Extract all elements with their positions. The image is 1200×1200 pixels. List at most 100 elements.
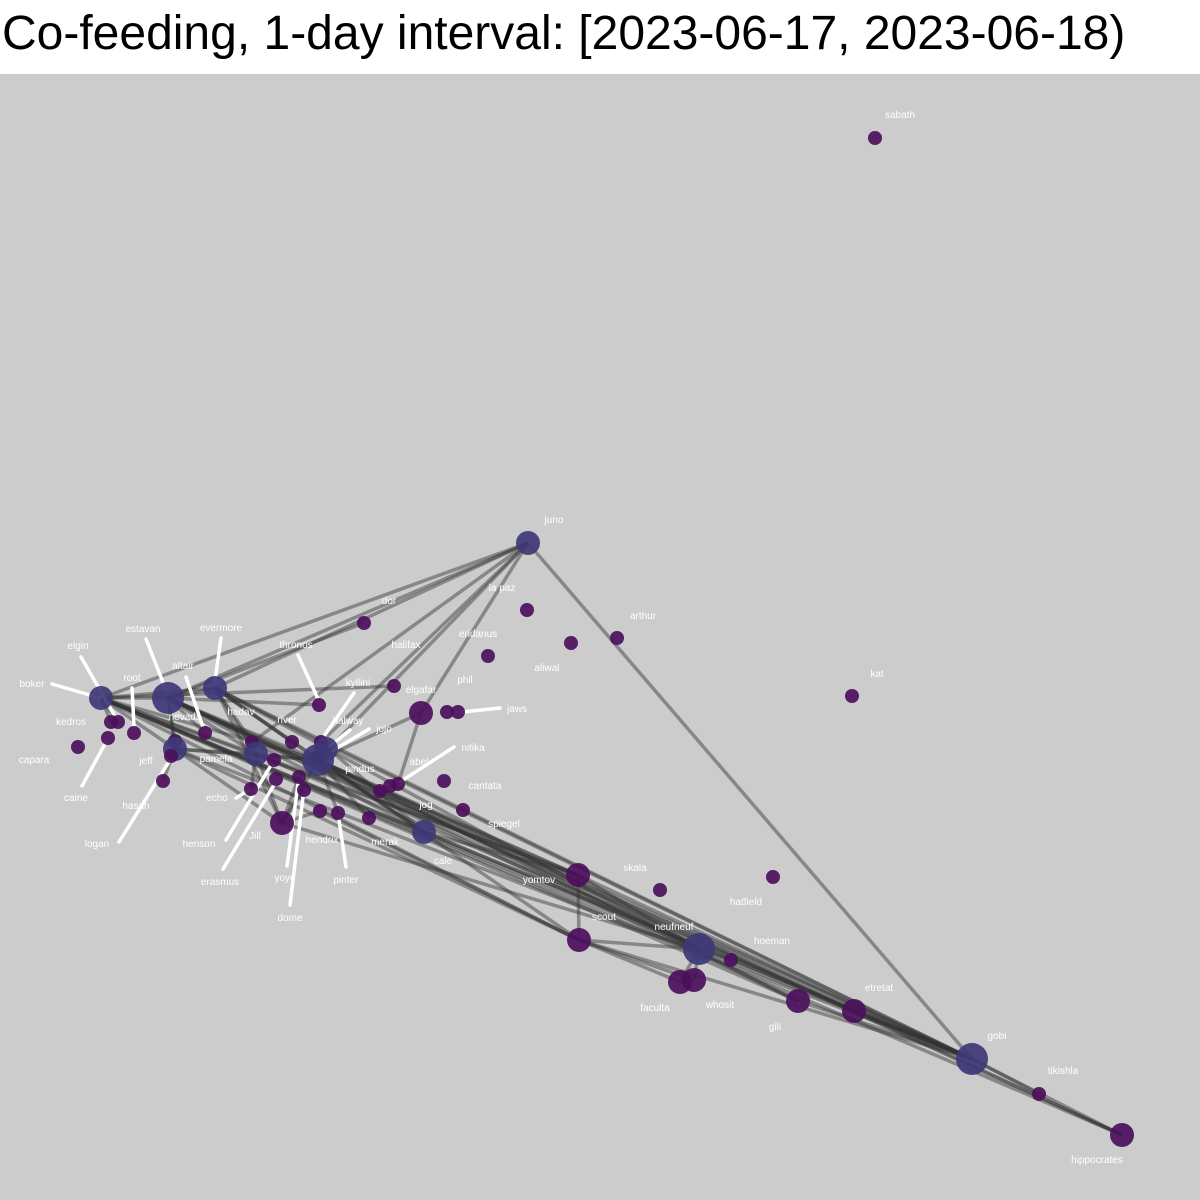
node-label-capara: capara xyxy=(19,755,50,766)
leader-line-evermore xyxy=(213,636,223,683)
edge-yomtov-pamela xyxy=(255,752,579,877)
node-scout xyxy=(567,928,591,952)
node-elgafar xyxy=(409,701,433,725)
edge-elgafar-abel xyxy=(396,712,423,785)
node-label-arthur: arthur xyxy=(630,611,657,622)
node-label-river: river xyxy=(277,715,297,726)
node-sabath xyxy=(868,131,882,145)
node-jog xyxy=(373,784,387,798)
node-skala xyxy=(653,883,667,897)
node-label-hippocrates: hippocrates xyxy=(1071,1155,1123,1166)
node-estavan xyxy=(152,682,184,714)
node-label-hoeman: hoeman xyxy=(754,936,790,947)
node-label-phil: phil xyxy=(457,675,473,686)
edge-gili-pindus xyxy=(317,758,799,1003)
edge-dor-estavan xyxy=(167,621,365,700)
node-label-kyllini: kyllini xyxy=(346,678,370,689)
node-etretat xyxy=(842,999,866,1023)
node-tikishla xyxy=(1032,1087,1046,1101)
node-label-neufneuf: neufneuf xyxy=(655,922,694,933)
edge-juno-boker xyxy=(100,541,529,700)
edge-cale-boker xyxy=(100,696,425,834)
node-label-erasmus: erasmus xyxy=(201,877,239,888)
node-aliwal xyxy=(564,636,578,650)
node-label-pindus: pindus xyxy=(345,764,374,775)
node-kedros xyxy=(104,715,118,729)
edge-neufneuf-evermore xyxy=(214,686,700,951)
leader-line-pinter xyxy=(337,818,348,869)
node-pinter xyxy=(331,806,345,820)
leader-line-dome xyxy=(288,795,305,907)
edge-gobi-jeff xyxy=(174,747,973,1061)
node-kat xyxy=(845,689,859,703)
node-hendrix xyxy=(313,804,327,818)
node-echo xyxy=(244,782,258,796)
edge-juno-pindus xyxy=(316,541,530,762)
edge-gobi-hippocrates xyxy=(971,1057,1123,1137)
leader-line-logan xyxy=(117,758,172,844)
edge-juno-estavan xyxy=(167,541,529,700)
node-dome xyxy=(297,783,311,797)
network-graph: sabath juno la paz arthur dor halifax eridanus… xyxy=(19,110,1134,1166)
node-altair xyxy=(198,726,212,740)
edge-yomtov-estavan xyxy=(167,696,579,877)
edge-neufneuf-yomtov xyxy=(577,873,700,951)
leader-line-erasmus xyxy=(221,783,276,871)
edge-juno-kyllini xyxy=(319,541,530,744)
edge-cale-pindus xyxy=(317,758,425,834)
network-plot-area: sabath juno la paz arthur dor halifax eridanus… xyxy=(0,74,1200,1200)
node-la-paz xyxy=(520,603,534,617)
edge-evermore-river xyxy=(213,686,294,744)
node-hatfield xyxy=(766,870,780,884)
node-thronos xyxy=(312,698,326,712)
edge-scout-hendrix xyxy=(319,809,580,942)
leader-line-kyllini xyxy=(322,691,356,738)
node-label-jojo: jojo xyxy=(375,724,392,735)
edge-juno-elgafar xyxy=(419,542,530,714)
node-pindus xyxy=(302,744,334,776)
node-label-eridanus: eridanus xyxy=(459,629,497,640)
node-root xyxy=(127,726,141,740)
edge-scout-faculta xyxy=(578,938,681,984)
node-label-kat: kat xyxy=(870,669,884,680)
node-gili xyxy=(786,989,810,1013)
node-dor xyxy=(357,616,371,630)
node-label-la-paz: la paz xyxy=(489,583,516,594)
node-label-merak: merak xyxy=(371,837,400,848)
leader-line-nitika xyxy=(398,745,456,784)
edge-hippocrates-boker xyxy=(100,696,1123,1137)
edge-neufneuf-boker xyxy=(100,696,700,951)
leader-line-caine xyxy=(80,740,108,788)
node-whosit xyxy=(682,968,706,992)
node-hasan xyxy=(156,774,170,788)
edge-pindus-evermore xyxy=(213,686,320,762)
leader-line-jaws xyxy=(460,706,502,714)
node-label-altair: altair xyxy=(172,661,194,672)
leader-line-henson xyxy=(224,765,272,842)
node-label-yomtov: yomtov xyxy=(523,875,555,886)
node-label-skala: skala xyxy=(623,863,647,874)
chart-title: Co-feeding, 1-day interval: [2023-06-17,… xyxy=(0,0,1200,74)
node-label-hasan: hasan xyxy=(122,801,149,812)
node-juno xyxy=(516,531,540,555)
label-layer: sabath juno la paz arthur dor halifax eridanus… xyxy=(19,110,1123,1166)
node-label-elgafar: elgafar xyxy=(406,685,437,696)
edge-gobi-yomtov xyxy=(577,873,973,1061)
edge-yomtov-cale xyxy=(423,830,579,877)
node-label-jog: jog xyxy=(418,800,432,811)
edge-jeff-jill xyxy=(174,747,283,825)
node-hoeman xyxy=(724,953,738,967)
edge-juno-hadav xyxy=(250,541,530,744)
node-label-gobi: gobi xyxy=(988,1031,1007,1042)
node-phil xyxy=(440,705,454,719)
edge-neufneuf-jill xyxy=(281,821,700,951)
node-label-thronos: thronos xyxy=(279,640,312,651)
edge-pamela-boker xyxy=(100,696,257,756)
edge-yomtov-pindus xyxy=(317,758,579,877)
node-label-elgin: elgin xyxy=(67,641,88,652)
leader-line-altair xyxy=(184,675,205,729)
node-yomtov xyxy=(566,863,590,887)
node-erasmus xyxy=(269,772,283,786)
node-label-sabath: sabath xyxy=(885,110,915,121)
node-label-caine: caine xyxy=(64,793,88,804)
